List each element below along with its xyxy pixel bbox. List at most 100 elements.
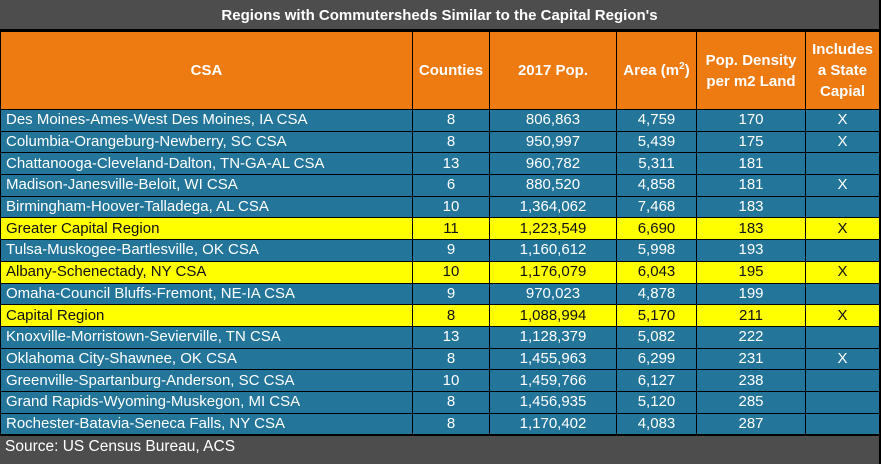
cell-capital: [805, 369, 880, 392]
cell-pop: 1,459,766: [489, 369, 617, 392]
cell-csa: Birmingham-Hoover-Talladega, AL CSA: [0, 195, 413, 219]
cell-density: 175: [696, 130, 806, 154]
cell-capital: X: [805, 217, 880, 241]
cell-capital: X: [805, 304, 880, 327]
cell-csa: Capital Region: [0, 304, 413, 327]
cell-pop: 1,456,935: [489, 390, 617, 414]
cell-counties: 10: [412, 195, 490, 219]
cell-area: 5,439: [616, 130, 697, 154]
cell-csa: Tulsa-Muskogee-Bartlesville, OK CSA: [0, 239, 413, 262]
cell-density: 193: [696, 239, 806, 262]
cell-pop: 960,782: [489, 152, 617, 176]
table-row: Greater Capital Region 11 1,223,549 6,690 18…: [0, 217, 880, 241]
table-row: Knoxville-Morristown-Sevierville, TN CSA…: [0, 325, 880, 349]
table-row: Rochester-Batavia-Seneca Falls, NY CSA 8 1…: [0, 412, 880, 436]
table-row: Omaha-Council Bluffs-Fremont, NE-IA CSA 9…: [0, 282, 880, 306]
cell-counties: 13: [412, 325, 490, 349]
cell-counties: 13: [412, 152, 490, 176]
cell-area: 6,299: [616, 347, 697, 371]
table-row: Madison-Janesville-Beloit, WI CSA 6 880,52…: [0, 174, 880, 197]
cell-area: 4,858: [616, 174, 697, 197]
cell-counties: 9: [412, 282, 490, 306]
cell-capital: X: [805, 260, 880, 284]
table-row: Albany-Schenectady, NY CSA 10 1,176,079 6,0…: [0, 260, 880, 284]
cell-counties: 8: [412, 390, 490, 414]
cell-area: 4,759: [616, 109, 697, 132]
source-footer: Source: US Census Bureau, ACS: [0, 435, 879, 459]
cell-density: 183: [696, 195, 806, 219]
cell-pop: 880,520: [489, 174, 617, 197]
cell-density: 181: [696, 174, 806, 197]
cell-density: 238: [696, 369, 806, 392]
cell-pop: 950,997: [489, 130, 617, 154]
header-density: Pop. Density per m2 Land: [696, 31, 806, 110]
cell-csa: Chattanooga-Cleveland-Dalton, TN-GA-AL C…: [0, 152, 413, 176]
cell-density: 285: [696, 390, 806, 414]
cell-counties: 8: [412, 109, 490, 132]
cell-area: 4,083: [616, 412, 697, 436]
cell-density: 199: [696, 282, 806, 306]
cell-csa: Knoxville-Morristown-Sevierville, TN CSA: [0, 325, 413, 349]
cell-pop: 806,863: [489, 109, 617, 132]
cell-csa: Columbia-Orangeburg-Newberry, SC CSA: [0, 130, 413, 154]
cell-area: 7,468: [616, 195, 697, 219]
cell-density: 183: [696, 217, 806, 241]
cell-capital: X: [805, 130, 880, 154]
cell-density: 287: [696, 412, 806, 436]
header-pop: 2017 Pop.: [489, 31, 617, 110]
cell-pop: 970,023: [489, 282, 617, 306]
header-counties: Counties: [412, 31, 490, 110]
header-csa: CSA: [0, 31, 413, 110]
cell-capital: [805, 152, 880, 176]
cell-capital: [805, 282, 880, 306]
cell-pop: 1,160,612: [489, 239, 617, 262]
cell-counties: 10: [412, 369, 490, 392]
cell-density: 181: [696, 152, 806, 176]
header-area: Area (m2): [616, 31, 697, 110]
cell-counties: 8: [412, 304, 490, 327]
cell-csa: Madison-Janesville-Beloit, WI CSA: [0, 174, 413, 197]
cell-counties: 10: [412, 260, 490, 284]
cell-area: 5,120: [616, 390, 697, 414]
cell-counties: 8: [412, 347, 490, 371]
cell-area: 6,690: [616, 217, 697, 241]
cell-pop: 1,170,402: [489, 412, 617, 436]
cell-area: 5,998: [616, 239, 697, 262]
cell-csa: Omaha-Council Bluffs-Fremont, NE-IA CSA: [0, 282, 413, 306]
cell-csa: Des Moines-Ames-West Des Moines, IA CSA: [0, 109, 413, 132]
table-title: Regions with Commutersheds Similar to th…: [0, 0, 879, 31]
cell-capital: X: [805, 347, 880, 371]
cell-pop: 1,455,963: [489, 347, 617, 371]
cell-capital: [805, 412, 880, 436]
cell-capital: X: [805, 109, 880, 132]
cell-density: 222: [696, 325, 806, 349]
cell-density: 211: [696, 304, 806, 327]
header-row: CSA Counties 2017 Pop. Area (m2) Pop. De…: [0, 31, 880, 110]
cell-capital: [805, 195, 880, 219]
cell-area: 5,311: [616, 152, 697, 176]
table-body: Des Moines-Ames-West Des Moines, IA CSA 8…: [0, 109, 880, 436]
cell-capital: [805, 390, 880, 414]
table-row: Columbia-Orangeburg-Newberry, SC CSA 8 950…: [0, 130, 880, 154]
cell-pop: 1,223,549: [489, 217, 617, 241]
cell-capital: [805, 325, 880, 349]
cell-counties: 8: [412, 412, 490, 436]
cell-area: 6,127: [616, 369, 697, 392]
table-row: Tulsa-Muskogee-Bartlesville, OK CSA 9 1,16…: [0, 239, 880, 262]
cell-csa: Greater Capital Region: [0, 217, 413, 241]
cell-density: 231: [696, 347, 806, 371]
table-row: Birmingham-Hoover-Talladega, AL CSA 10 1,3…: [0, 195, 880, 219]
cell-area: 6,043: [616, 260, 697, 284]
cell-csa: Grand Rapids-Wyoming-Muskegon, MI CSA: [0, 390, 413, 414]
cell-density: 195: [696, 260, 806, 284]
cell-counties: 8: [412, 130, 490, 154]
cell-counties: 9: [412, 239, 490, 262]
cell-counties: 11: [412, 217, 490, 241]
header-area-close: ): [684, 62, 690, 79]
table-row: Grand Rapids-Wyoming-Muskegon, MI CSA 8 1,…: [0, 390, 880, 414]
cell-density: 170: [696, 109, 806, 132]
cell-csa: Greenville-Spartanburg-Anderson, SC CSA: [0, 369, 413, 392]
header-area-superscript: 2: [679, 61, 685, 72]
cell-csa: Rochester-Batavia-Seneca Falls, NY CSA: [0, 412, 413, 436]
